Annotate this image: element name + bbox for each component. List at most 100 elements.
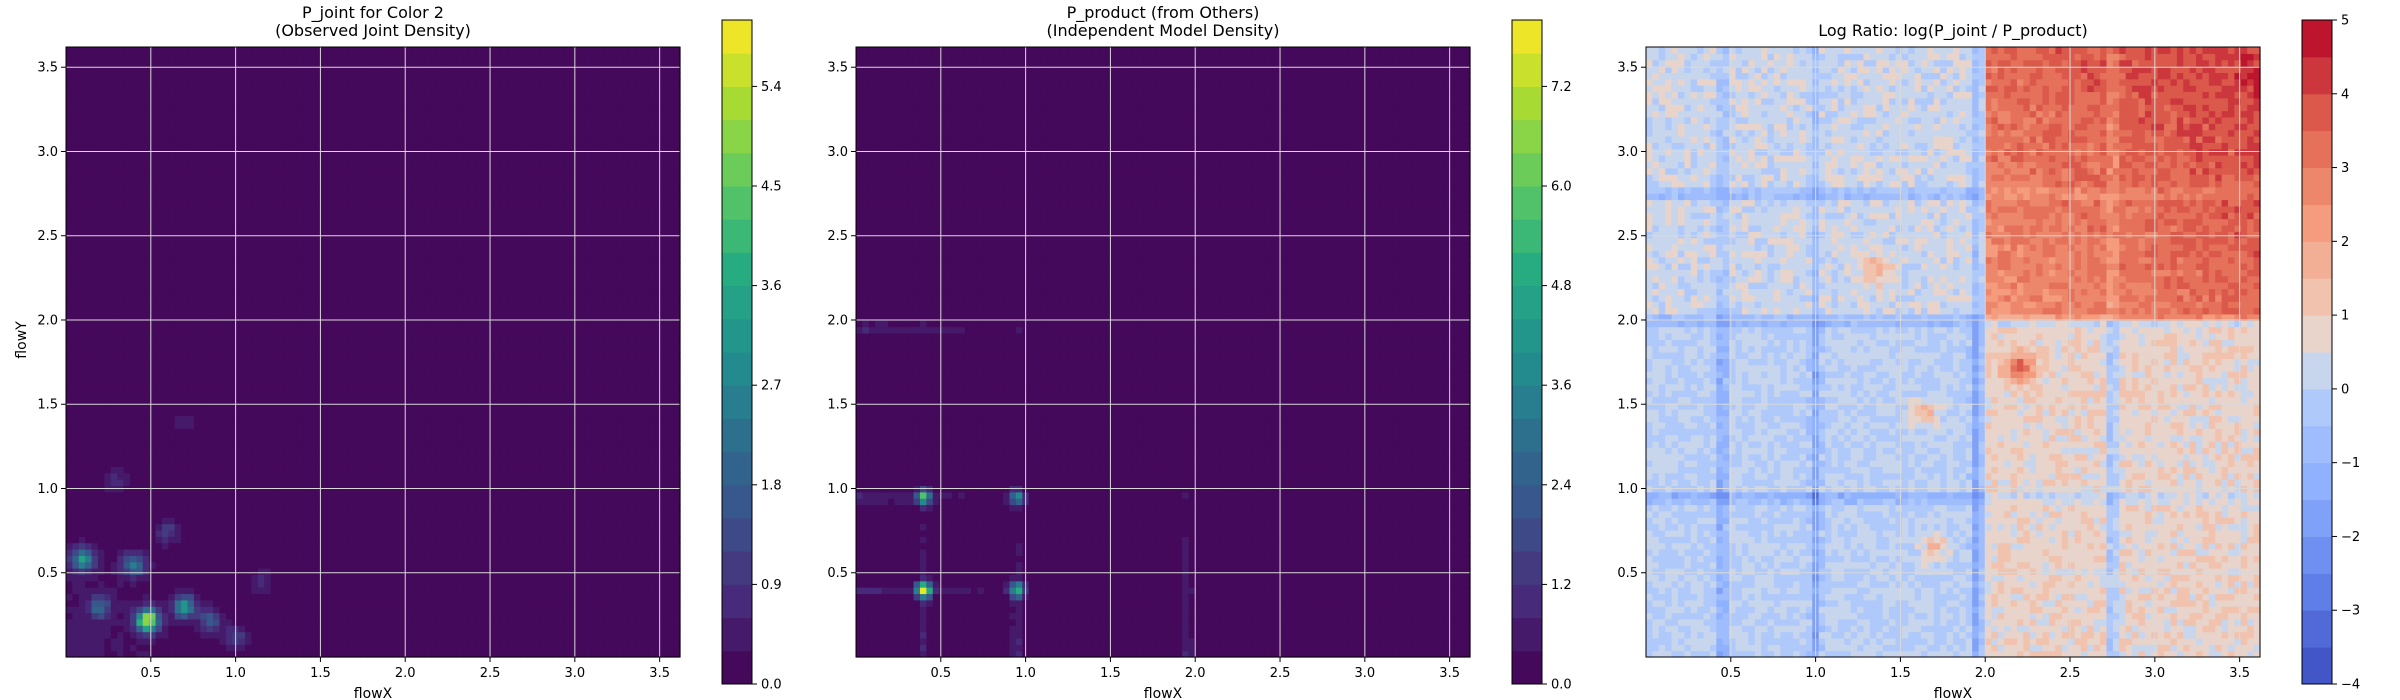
heatmap-cell: [245, 492, 252, 499]
heatmap-cell: [194, 581, 201, 588]
heatmap-cell: [283, 555, 290, 562]
heatmap-cell: [98, 269, 105, 276]
heatmap-cell: [213, 200, 220, 207]
heatmap-cell: [245, 250, 252, 257]
heatmap-cell: [156, 593, 163, 600]
heatmap-cell: [379, 257, 386, 264]
heatmap-cell: [111, 530, 118, 537]
heatmap-cell: [392, 155, 399, 162]
heatmap-cell: [181, 587, 188, 594]
heatmap-cell: [194, 587, 201, 594]
heatmap-cell: [341, 396, 348, 403]
heatmap-cell: [168, 358, 175, 365]
heatmap-cell: [341, 174, 348, 181]
heatmap-cell: [379, 574, 386, 581]
heatmap-cell: [149, 396, 156, 403]
heatmap-cell: [136, 460, 143, 467]
heatmap-cell: [220, 339, 227, 346]
heatmap-cell: [386, 358, 393, 365]
heatmap-cell: [347, 212, 354, 219]
heatmap-cell: [335, 638, 342, 645]
heatmap-cell: [156, 250, 163, 257]
heatmap-cell: [79, 295, 86, 302]
heatmap-cell: [220, 263, 227, 270]
heatmap-cell: [72, 384, 79, 391]
heatmap-cell: [392, 466, 399, 473]
heatmap-cell: [72, 276, 79, 283]
heatmap-cell: [156, 371, 163, 378]
heatmap-cell: [367, 130, 374, 137]
heatmap-cell: [130, 498, 137, 505]
heatmap-cell: [290, 384, 297, 391]
heatmap-cell: [239, 244, 246, 251]
heatmap-cell: [309, 111, 316, 118]
heatmap-cell: [277, 212, 284, 219]
heatmap-cell: [162, 47, 169, 54]
heatmap-cell: [303, 562, 310, 569]
heatmap-cell: [136, 130, 143, 137]
heatmap-cell: [264, 149, 271, 156]
heatmap-cell: [328, 91, 335, 98]
heatmap-cell: [124, 574, 131, 581]
heatmap-cell: [98, 632, 105, 639]
heatmap-cell: [360, 174, 367, 181]
heatmap-cell: [188, 428, 195, 435]
heatmap-cell: [271, 606, 278, 613]
heatmap-cell: [72, 581, 79, 588]
heatmap-cell: [271, 327, 278, 334]
heatmap-cell: [117, 200, 124, 207]
heatmap-cell: [328, 238, 335, 245]
heatmap-cell: [322, 250, 329, 257]
heatmap-cell: [328, 250, 335, 257]
heatmap-cell: [226, 104, 233, 111]
heatmap-cell: [226, 257, 233, 264]
heatmap-cell: [207, 409, 214, 416]
heatmap-cell: [143, 492, 150, 499]
heatmap-cell: [347, 600, 354, 607]
heatmap-cell: [335, 111, 342, 118]
heatmap-cell: [360, 536, 367, 543]
heatmap-cell: [341, 581, 348, 588]
heatmap-cell: [175, 505, 182, 512]
heatmap-cell: [92, 517, 99, 524]
heatmap-cell: [283, 219, 290, 226]
heatmap-cell: [271, 479, 278, 486]
heatmap-cell: [213, 581, 220, 588]
heatmap-cell: [373, 282, 380, 289]
heatmap-cell: [354, 358, 361, 365]
heatmap-cell: [303, 530, 310, 537]
heatmap-cell: [258, 390, 265, 397]
heatmap-cell: [175, 581, 182, 588]
heatmap-cell: [341, 600, 348, 607]
heatmap-cell: [354, 600, 361, 607]
heatmap-cell: [347, 117, 354, 124]
heatmap-cell: [335, 479, 342, 486]
heatmap-cell: [360, 428, 367, 435]
heatmap-cell: [309, 390, 316, 397]
heatmap-cell: [111, 409, 118, 416]
heatmap-cell: [85, 136, 92, 143]
heatmap-cell: [149, 606, 156, 613]
heatmap-cell: [315, 371, 322, 378]
heatmap-cell: [379, 276, 386, 283]
heatmap-cell: [296, 47, 303, 54]
heatmap-cell: [392, 295, 399, 302]
heatmap-cell: [143, 53, 150, 60]
heatmap-cell: [315, 111, 322, 118]
heatmap-cell: [149, 117, 156, 124]
heatmap-cell: [303, 632, 310, 639]
heatmap-cell: [111, 149, 118, 156]
heatmap-cell: [207, 91, 214, 98]
heatmap-cell: [283, 416, 290, 423]
heatmap-cell: [85, 632, 92, 639]
heatmap-cell: [207, 479, 214, 486]
heatmap-cell: [251, 231, 258, 238]
heatmap-cell: [72, 263, 79, 270]
heatmap-cell: [264, 568, 271, 575]
heatmap-cell: [181, 79, 188, 86]
heatmap-cell: [156, 454, 163, 461]
heatmap-cell: [181, 301, 188, 308]
heatmap-cell: [200, 161, 207, 168]
heatmap-cell: [277, 339, 284, 346]
heatmap-cell: [98, 409, 105, 416]
